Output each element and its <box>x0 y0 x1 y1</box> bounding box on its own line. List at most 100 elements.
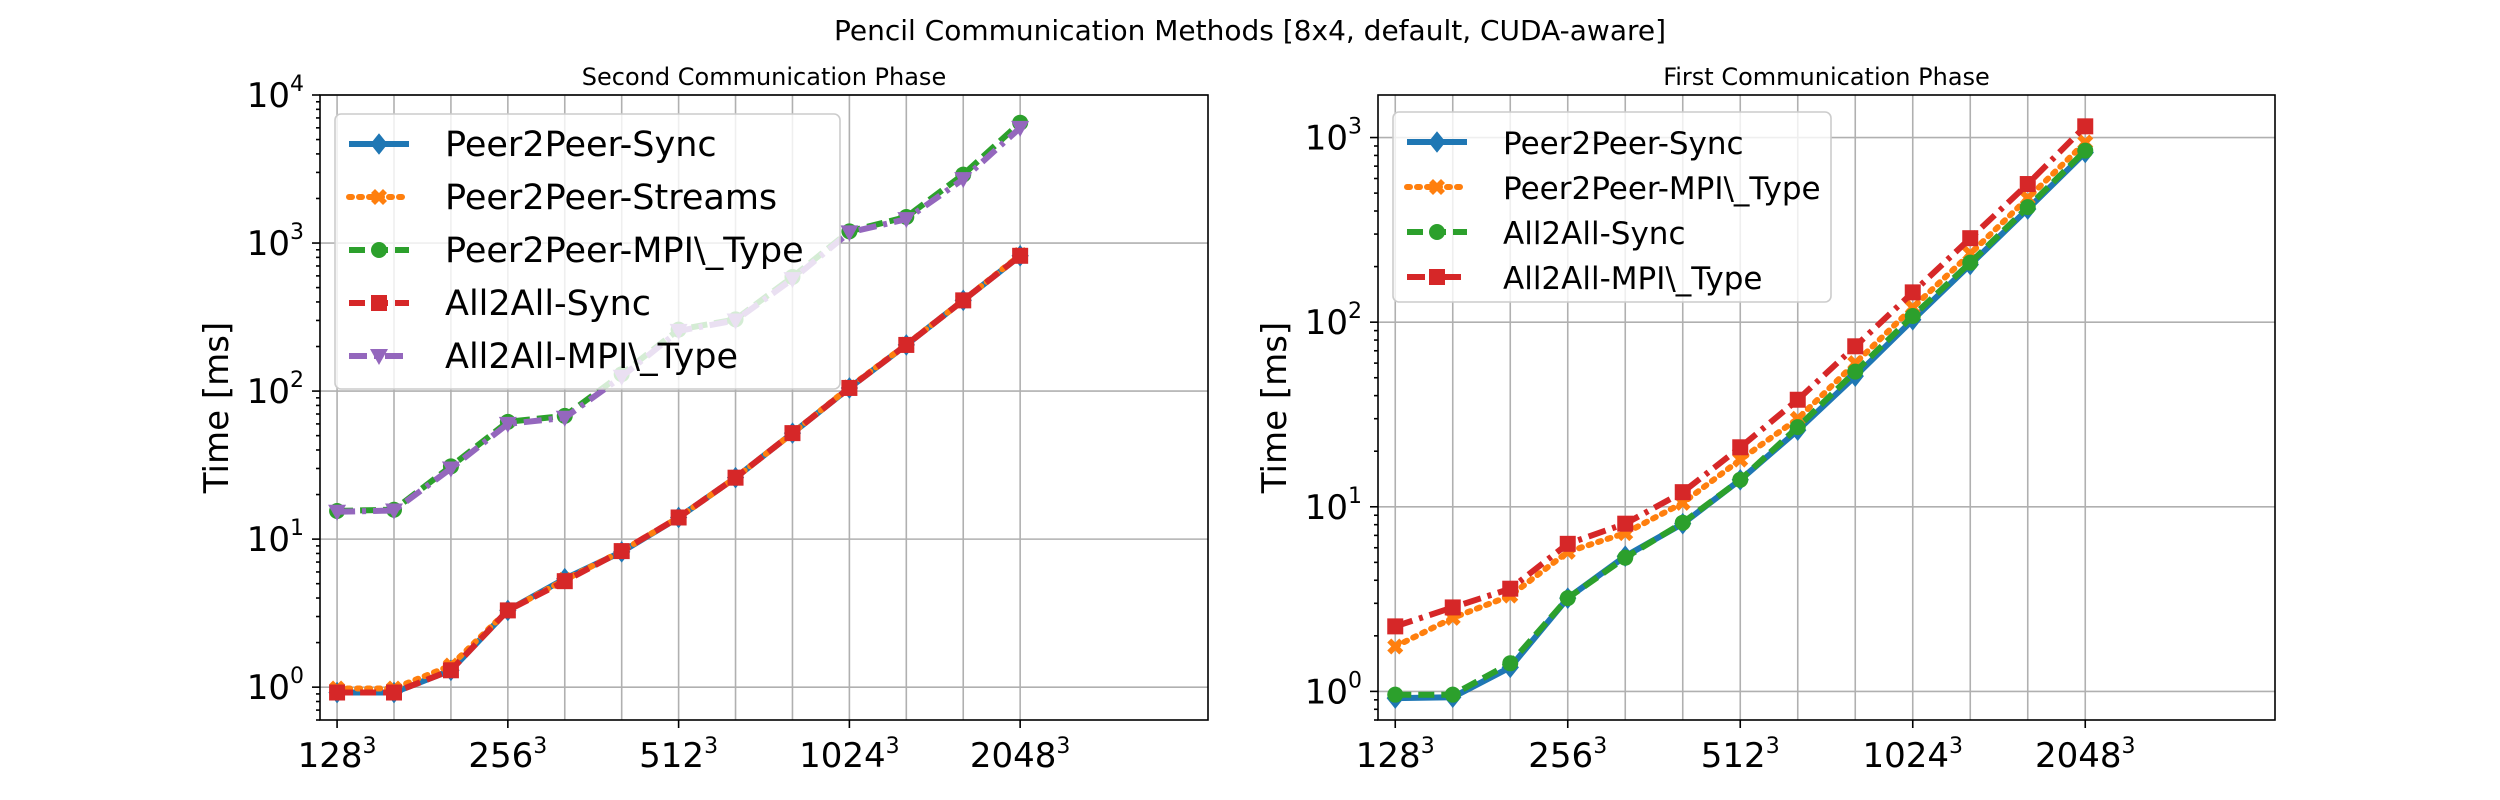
y-tick-label-base: 10 <box>247 520 290 560</box>
data-point <box>386 684 402 701</box>
data-point <box>1387 686 1404 703</box>
legend-swatch-marker <box>1429 269 1445 285</box>
data-point <box>1011 120 1030 137</box>
data-point <box>555 410 574 427</box>
data-point <box>1444 599 1461 616</box>
y-tick-label: 102 <box>1305 299 1362 343</box>
y-tick-label-base: 10 <box>1305 119 1348 159</box>
x-tick-label: 20483 <box>970 734 1071 776</box>
y-tick-label-base: 10 <box>1305 488 1348 528</box>
legend-entry: Peer2Peer-MPI\_Type <box>349 231 804 271</box>
panel-title: Second Communication Phase <box>582 63 946 91</box>
y-tick-label: 100 <box>1305 668 1362 712</box>
data-point <box>1962 230 1979 247</box>
data-point <box>897 212 916 229</box>
data-point <box>1847 338 1864 355</box>
x-tick-label-base: 1024 <box>1862 736 1949 776</box>
data-point <box>1387 618 1404 635</box>
x-tick-label-base: 128 <box>1356 736 1421 776</box>
legend-label: Peer2Peer-Sync <box>445 125 717 165</box>
data-point <box>1387 638 1404 655</box>
data-point <box>1559 535 1576 552</box>
data-point <box>784 425 801 442</box>
x-tick-label-base: 256 <box>1528 736 1593 776</box>
y-axis-label: Time [ms] <box>197 322 237 494</box>
data-point <box>1012 247 1029 264</box>
data-point <box>329 684 346 701</box>
legend-label: All2All-Sync <box>1503 216 1686 252</box>
data-point <box>1962 254 1979 271</box>
x-tick-label: 10243 <box>799 734 900 776</box>
x-tick-label-exponent: 3 <box>1593 734 1607 759</box>
legend-swatch-marker <box>1428 131 1446 153</box>
legend-entry: Peer2Peer-Sync <box>1407 126 1744 162</box>
data-point <box>1559 590 1576 607</box>
y-tick-label: 100 <box>247 664 304 708</box>
data-point <box>441 461 460 478</box>
data-point <box>385 503 403 520</box>
legend-entry: Peer2Peer-Sync <box>349 125 717 165</box>
data-point <box>841 379 858 396</box>
x-tick-label-exponent: 3 <box>363 734 377 759</box>
series-all2all-sync <box>1387 142 2094 703</box>
panel-title: First Communication Phase <box>1663 63 1990 91</box>
data-point <box>955 292 972 309</box>
data-point <box>954 172 973 189</box>
data-point <box>1674 514 1691 531</box>
figure-title: Pencil Communication Methods [8x4, defau… <box>834 14 1666 47</box>
x-tick-label-base: 128 <box>298 736 363 776</box>
x-tick-label: 2563 <box>1528 734 1607 776</box>
legend-label: All2All-MPI\_Type <box>445 337 738 377</box>
legend-entry: All2All-MPI\_Type <box>1407 261 1763 297</box>
data-point <box>442 662 459 679</box>
x-tick-label: 2563 <box>468 734 547 776</box>
x-tick-label-exponent: 3 <box>704 734 718 759</box>
data-point <box>2019 199 2036 216</box>
data-point <box>556 573 573 590</box>
y-tick-label-exponent: 2 <box>1348 299 1362 324</box>
legend-swatch-marker <box>370 133 388 155</box>
y-tick-label-base: 10 <box>247 224 290 264</box>
legend-swatch-marker <box>371 242 387 258</box>
legend-box <box>334 113 841 390</box>
legend-label: Peer2Peer-Streams <box>445 178 777 218</box>
legend: Peer2Peer-Sync Peer2Peer-Streams Peer2Peer… <box>334 113 841 390</box>
series-all2all-mpi-type <box>1387 118 2094 635</box>
legend-box <box>1392 111 1832 303</box>
data-point <box>1674 484 1691 501</box>
x-tick-label-exponent: 3 <box>886 734 900 759</box>
y-axis-label: Time [ms] <box>1255 322 1295 494</box>
y-tick-label-exponent: 0 <box>290 664 304 689</box>
x-tick-label-base: 1024 <box>799 736 886 776</box>
y-tick-label-exponent: 1 <box>1348 484 1362 509</box>
data-point <box>1847 363 1864 380</box>
data-point <box>1617 515 1634 532</box>
legend-label: All2All-Sync <box>445 284 651 324</box>
y-tick-label: 104 <box>247 72 304 116</box>
x-tick-label-base: 2048 <box>970 736 1057 776</box>
data-point <box>1502 655 1519 672</box>
y-tick-label-base: 10 <box>247 76 290 116</box>
legend-swatch-marker <box>1429 179 1445 195</box>
y-tick-label-base: 10 <box>247 668 290 708</box>
data-point <box>1732 471 1749 488</box>
legend-label: Peer2Peer-MPI\_Type <box>1503 171 1821 207</box>
legend-swatch-marker <box>370 349 388 365</box>
legend: Peer2Peer-Sync Peer2Peer-MPI\_Type All2All… <box>1392 111 1832 303</box>
x-tick-label: 5123 <box>639 734 718 776</box>
data-point <box>1904 284 1921 301</box>
legend-label: All2All-MPI\_Type <box>1503 261 1763 297</box>
data-point <box>1502 580 1519 597</box>
x-tick-label-base: 256 <box>468 736 533 776</box>
chart-second-communication-phase: 1283 2563 5123 10243 20483100101102103104Tim… <box>197 63 1209 776</box>
data-point <box>613 543 630 560</box>
plot-frame <box>319 94 1209 721</box>
data-point <box>1732 439 1749 456</box>
data-point <box>1444 686 1461 703</box>
data-point <box>1789 419 1806 436</box>
y-tick-label: 101 <box>247 516 304 560</box>
legend-label: Peer2Peer-Sync <box>1503 126 1744 162</box>
data-point <box>2019 176 2036 193</box>
